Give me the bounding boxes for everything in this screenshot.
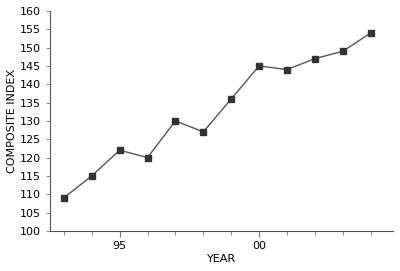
- X-axis label: YEAR: YEAR: [207, 254, 236, 264]
- Y-axis label: COMPOSITE INDEX: COMPOSITE INDEX: [7, 69, 17, 173]
